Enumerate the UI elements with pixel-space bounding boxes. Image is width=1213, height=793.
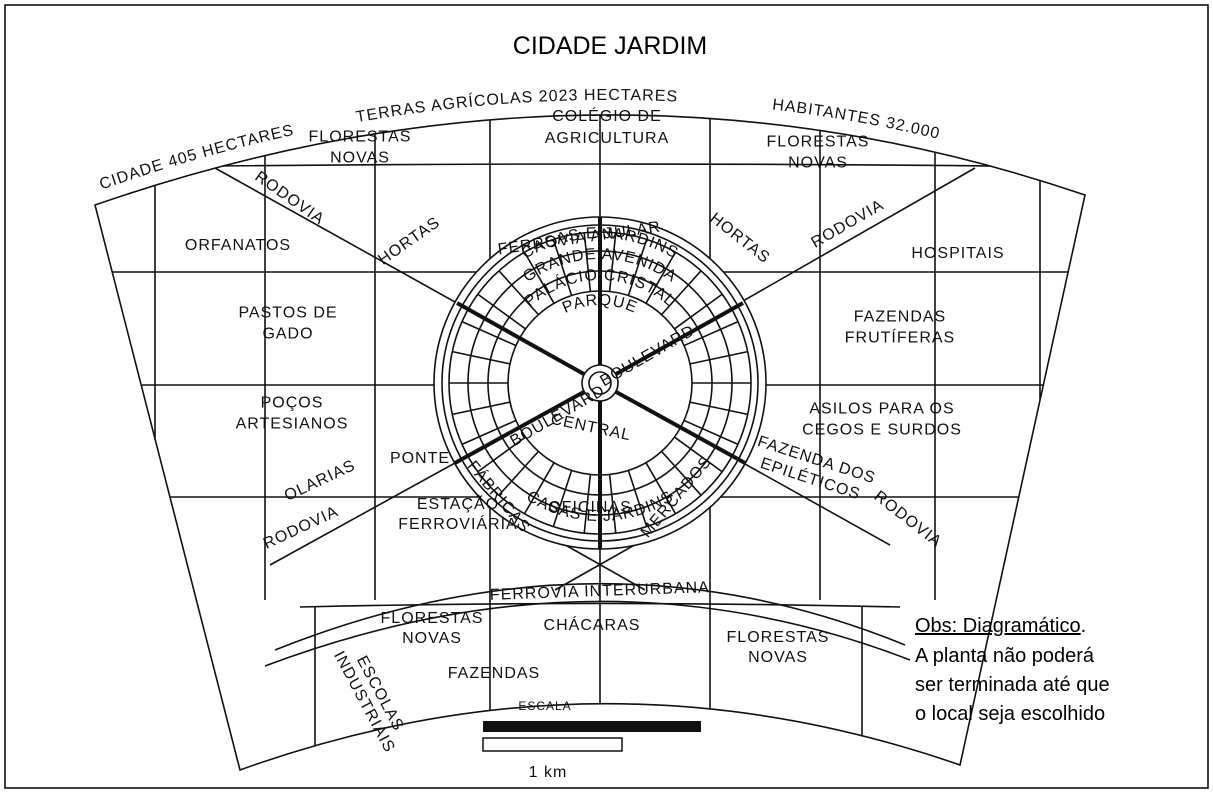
ring-division: [608, 474, 617, 534]
ring-division: [477, 293, 527, 330]
ring-division: [552, 239, 573, 296]
ring-division: [477, 436, 527, 473]
ring-division: [583, 232, 592, 292]
ring-division: [683, 320, 739, 347]
boulevard: [454, 389, 586, 465]
ring-division: [673, 293, 723, 330]
ring-division: [645, 251, 677, 304]
ring-division: [673, 436, 723, 473]
zone-label: NOVAS: [402, 630, 462, 647]
note-line: A planta não poderá: [915, 645, 1095, 667]
ring-division: [660, 450, 702, 496]
ring-division: [583, 474, 592, 534]
zone-label: FAZENDAS: [854, 309, 946, 326]
scale-length: 1 km: [529, 764, 568, 781]
zone-label: FAZENDAS: [448, 665, 540, 682]
note-heading-text: Obs: Diagramático: [915, 615, 1081, 637]
zone-label: CEGOS E SURDOS: [802, 422, 962, 439]
ring-division: [461, 320, 517, 347]
ring-division: [645, 462, 677, 515]
zone-label: FLORESTAS: [309, 129, 412, 146]
zone-label: FLORESTAS: [381, 610, 484, 627]
zone-label: COLÉGIO DE: [552, 106, 662, 125]
zone-label: NOVAS: [330, 150, 390, 167]
zone-label: FERROVIÁRIA: [398, 514, 517, 533]
note-line: o local seja escolhido: [915, 703, 1105, 725]
ring-division: [498, 270, 540, 316]
ring-division: [461, 419, 517, 446]
zone-label: PASTOS DE: [238, 305, 337, 322]
zone-label: ORFANATOS: [185, 237, 291, 254]
zone-label: NOVAS: [748, 649, 808, 666]
note-heading-end: .: [1081, 615, 1087, 637]
zone-label: FRUTÍFERAS: [845, 328, 955, 347]
zone-label: AGRICULTURA: [545, 130, 670, 147]
zone-label: FLORESTAS: [727, 629, 830, 646]
ring-division: [689, 401, 748, 416]
scale-bar: ESCALA 1 km: [482, 699, 701, 781]
ring-division: [660, 270, 702, 316]
ring-division: [523, 251, 555, 304]
scale-label: ESCALA: [518, 699, 571, 713]
zone-label: ESTAÇÃO: [417, 493, 499, 513]
zone-label: GADO: [262, 326, 313, 343]
note-heading: Obs: Diagramático.: [915, 615, 1086, 637]
ring-division: [608, 232, 617, 292]
boulevard: [614, 301, 744, 376]
zone-label: ASILOS PARA OS: [809, 401, 954, 418]
center-label: OFICINAS: [548, 499, 632, 516]
city-circle: [433, 216, 767, 550]
zone-label: CHÁCARAS: [544, 615, 641, 634]
fan-outline: [94, 114, 1086, 772]
ring-division: [552, 470, 573, 527]
ring-division: [689, 350, 748, 365]
ring-division: [523, 462, 555, 515]
interurban-rail: [264, 600, 911, 667]
ring-division: [683, 419, 739, 446]
interurban-rail: [274, 582, 906, 651]
ring-division: [627, 239, 648, 296]
ring-division: [452, 401, 511, 416]
zone-label: NOVAS: [788, 155, 848, 172]
ring-division: [452, 350, 511, 365]
ring-division: [627, 470, 648, 527]
zone-label: POÇOS: [261, 395, 324, 412]
ring-division: [498, 450, 540, 496]
note-line: ser terminada até que: [915, 674, 1110, 696]
zone-label: ARTESIANOS: [236, 416, 349, 433]
boulevard: [614, 389, 746, 465]
zone-label: PONTE: [390, 450, 450, 467]
boulevard: [456, 301, 586, 376]
zone-label: HOSPITAIS: [911, 245, 1004, 262]
title: CIDADE JARDIM: [513, 32, 707, 60]
zone-label: FLORESTAS: [767, 134, 870, 151]
